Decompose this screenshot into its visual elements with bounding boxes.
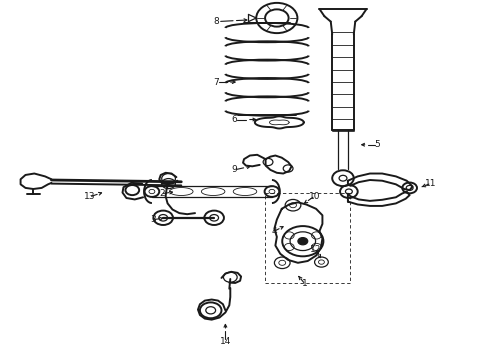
Text: 13: 13 bbox=[84, 192, 96, 201]
Text: 1: 1 bbox=[302, 279, 308, 288]
Text: 10: 10 bbox=[309, 192, 320, 201]
Text: 12: 12 bbox=[310, 245, 322, 253]
Circle shape bbox=[298, 238, 308, 245]
Text: 9: 9 bbox=[231, 165, 237, 174]
Text: 8: 8 bbox=[214, 17, 220, 26]
Text: 2: 2 bbox=[159, 189, 165, 198]
Text: 4: 4 bbox=[271, 227, 277, 236]
Text: 3: 3 bbox=[150, 215, 156, 224]
Text: 7: 7 bbox=[214, 77, 220, 86]
Text: 6: 6 bbox=[231, 115, 237, 124]
Text: 5: 5 bbox=[374, 140, 380, 149]
Text: 14: 14 bbox=[220, 337, 231, 346]
Text: 11: 11 bbox=[424, 179, 436, 188]
